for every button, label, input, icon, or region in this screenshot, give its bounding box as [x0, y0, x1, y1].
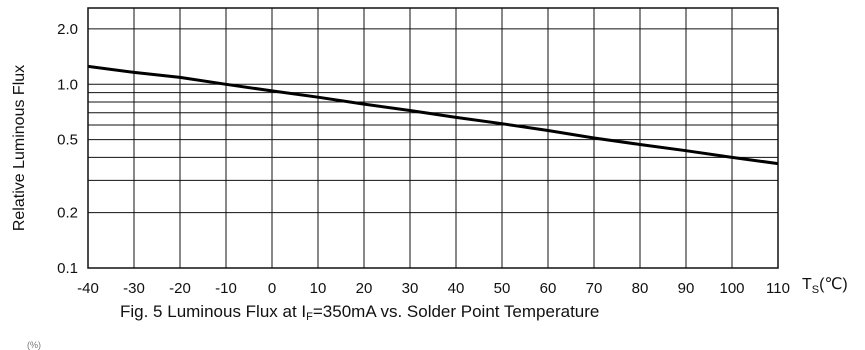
x-axis-label-unit: (℃) — [819, 276, 848, 293]
y-tick-label-4: 2.0 — [57, 21, 78, 38]
x-tick-label-0: -40 — [77, 280, 99, 297]
x-tick-label-5: 10 — [310, 280, 327, 297]
x-axis-label-main: T — [802, 276, 812, 293]
x-tick-label-14: 100 — [719, 280, 744, 297]
x-tick-label-15: 110 — [766, 280, 790, 297]
x-tick-label-13: 90 — [678, 280, 695, 297]
x-tick-labels: -40 -30 -20 -10 0 10 20 30 40 50 60 70 80 90 100 110 — [77, 280, 790, 297]
x-tick-label-8: 40 — [448, 280, 465, 297]
x-tick-label-1: -30 — [123, 280, 145, 297]
x-tick-label-11: 70 — [586, 280, 603, 297]
x-tick-label-3: -10 — [215, 280, 237, 297]
y-tick-labels: 0.1 0.2 0.5 1.0 2.0 — [57, 21, 78, 277]
x-tick-label-10: 60 — [540, 280, 557, 297]
grid — [87, 8, 779, 269]
x-tick-label-12: 80 — [632, 280, 649, 297]
plot-border — [87, 7, 779, 269]
y-axis-label: Relative Luminous Flux — [11, 65, 28, 231]
y-tick-label-2: 0.5 — [57, 132, 78, 149]
chart-title-main: Fig. 5 Luminous Flux at I — [120, 302, 307, 321]
x-tick-label-4: 0 — [268, 280, 276, 297]
chart-title-subscript: F — [306, 311, 313, 323]
stray-text: (%) — [27, 340, 41, 350]
plot-frame — [87, 7, 779, 269]
series-layer — [87, 64, 779, 166]
x-tick-label-6: 20 — [356, 280, 373, 297]
chart-title: Fig. 5 Luminous Flux at IF=350mA vs. Sol… — [120, 300, 760, 324]
x-axis-label: TS(℃) — [802, 276, 848, 296]
y-tick-label-3: 1.0 — [57, 76, 78, 93]
x-tick-label-2: -20 — [169, 280, 191, 297]
x-axis-label-sub: S — [812, 284, 819, 296]
y-tick-label-1: 0.2 — [57, 205, 78, 222]
x-tick-label-9: 50 — [494, 280, 511, 297]
chart-title-rest: =350mA vs. Solder Point Temperature — [312, 302, 600, 321]
x-tick-label-7: 30 — [402, 280, 419, 297]
y-tick-label-0: 0.1 — [57, 260, 78, 277]
series-line-0 — [87, 64, 779, 166]
